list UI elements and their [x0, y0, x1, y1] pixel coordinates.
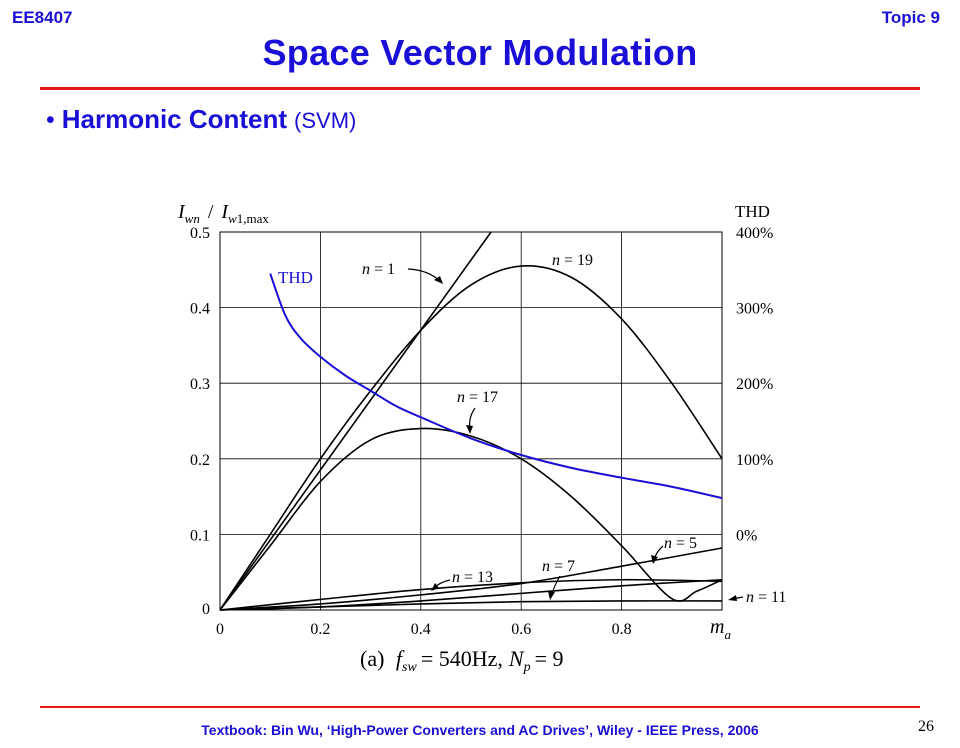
series-n-19 [219, 264, 723, 611]
curve-annotations: n = 1 n = 19 THD n = 17 n = 5 n = 7 n = … [278, 252, 786, 606]
y-tick-label-left: 0.1 [190, 527, 210, 544]
bullet-heading: Harmonic Content [61, 104, 288, 134]
y-tick-label-right: 400% [736, 225, 773, 242]
series-n-1 [219, 231, 492, 611]
plot-frame [219, 231, 723, 611]
y-tick-label-left: 0.2 [190, 452, 210, 469]
label-n19: n = 19 [552, 252, 593, 269]
page-number: 26 [918, 718, 934, 735]
series-n-13 [219, 578, 723, 611]
series-thd [269, 273, 723, 500]
title-divider [40, 87, 920, 90]
x-tick-label: 0.4 [411, 621, 431, 638]
y-tick-label-left: 0.3 [190, 376, 210, 393]
y-axis-label-right: THD [735, 202, 770, 221]
label-thd: THD [278, 268, 313, 287]
y-tick-label-right: 200% [736, 376, 773, 393]
bullet-subtitle: (SVM) [294, 108, 357, 133]
x-tick-label: 0.8 [612, 621, 632, 638]
series-n-5 [219, 547, 723, 611]
chart-series [219, 231, 723, 611]
y-tick-label-right: 100% [736, 452, 773, 469]
series-n-11 [219, 600, 723, 611]
slide-title: Space Vector Modulation [262, 32, 698, 73]
topic-label: Topic 9 [881, 8, 940, 27]
y-tick-label-left: 0.5 [190, 225, 210, 242]
chart-grid: 0 0.2 0.4 0.6 0.8 0 0.1 0.2 0.3 0.4 0.5 0% 100% 200% 3… [190, 225, 773, 638]
footer-citation: Textbook: Bin Wu, ‘High-Power Converters… [201, 722, 759, 738]
harmonic-chart: 0 0.2 0.4 0.6 0.8 0 0.1 0.2 0.3 0.4 0.5 0% 100% 200% 3… [177, 201, 786, 675]
label-n1: n = 1 [362, 261, 395, 278]
y-tick-label-left: 0.4 [190, 301, 210, 318]
label-n17: n = 17 [457, 389, 498, 406]
label-n7: n = 7 [542, 558, 575, 575]
x-tick-label: 0.6 [511, 621, 531, 638]
x-axis-label: ma [710, 616, 731, 642]
x-tick-label: 0 [216, 621, 224, 638]
label-n13: n = 13 [452, 569, 493, 586]
course-code: EE8407 [12, 8, 73, 27]
chart-caption: (a) fsw = 540Hz, Np = 9 [360, 646, 564, 675]
bullet-marker: • [46, 106, 55, 134]
y-tick-label-left: 0 [202, 601, 210, 618]
series-n-17 [219, 427, 723, 611]
y-tick-label-right: 300% [736, 301, 773, 318]
label-n5: n = 5 [664, 535, 697, 552]
y-axis-label-left: Iwn / Iw1,max [177, 201, 269, 226]
label-n11: n = 11 [746, 589, 786, 606]
footer-divider [40, 706, 920, 708]
bullet-point: • Harmonic Content (SVM) [46, 104, 356, 135]
y-tick-label-right: 0% [736, 527, 757, 544]
x-tick-label: 0.2 [310, 621, 330, 638]
